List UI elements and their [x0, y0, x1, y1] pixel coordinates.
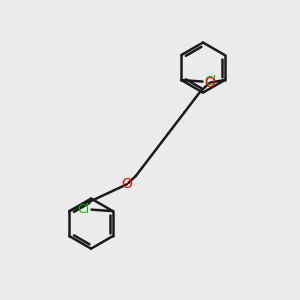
Text: O: O — [204, 76, 215, 90]
Text: Cl: Cl — [204, 75, 217, 88]
Text: O: O — [122, 177, 132, 191]
Text: Cl: Cl — [78, 203, 90, 216]
